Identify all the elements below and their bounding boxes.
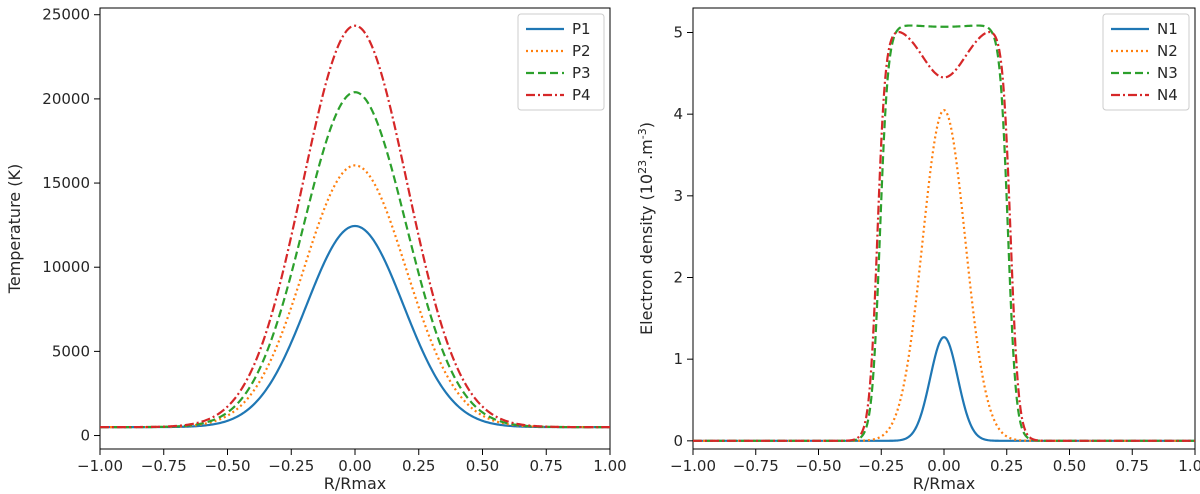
x-axis-label: R/Rmax xyxy=(324,474,386,493)
series-line-n3 xyxy=(693,24,1195,442)
y-tick-label: 15000 xyxy=(42,174,90,192)
x-tick-label: −0.50 xyxy=(205,457,251,475)
x-tick-label: −0.25 xyxy=(268,457,314,475)
legend-label-p4: P4 xyxy=(572,86,591,104)
x-tick-label: 0.75 xyxy=(1116,457,1149,475)
legend-box xyxy=(1102,13,1190,111)
x-tick-label: −0.25 xyxy=(858,457,904,475)
y-tick-label: 5 xyxy=(673,24,683,42)
y-tick-label: 25000 xyxy=(42,6,90,24)
series-line-p3 xyxy=(100,91,610,429)
legend-label-n2: N2 xyxy=(1157,42,1178,60)
legend-label-p1: P1 xyxy=(572,20,591,38)
y-tick-label: 10000 xyxy=(42,258,90,276)
series-line-p1 xyxy=(100,224,610,429)
series-line-p4 xyxy=(100,24,610,429)
x-tick-label: −0.50 xyxy=(796,457,842,475)
x-tick-label: −1.00 xyxy=(77,457,123,475)
x-tick-label: −0.75 xyxy=(733,457,779,475)
x-tick-label: 0.75 xyxy=(530,457,563,475)
y-tick-label: 2 xyxy=(673,269,683,287)
series-line-n2 xyxy=(693,108,1195,442)
x-tick-label: 0.00 xyxy=(927,457,960,475)
x-tick-label: 1.00 xyxy=(593,457,626,475)
x-axis-label: R/Rmax xyxy=(913,474,975,493)
legend-label-p3: P3 xyxy=(572,64,591,82)
y-tick-label: 0 xyxy=(80,427,90,445)
x-tick-label: 0.25 xyxy=(402,457,435,475)
legend-label-p2: P2 xyxy=(572,42,591,60)
y-axis-label: Temperature (K) xyxy=(5,164,24,294)
legend-label-n1: N1 xyxy=(1157,20,1178,38)
x-tick-label: 0.50 xyxy=(466,457,499,475)
legend-label-n3: N3 xyxy=(1157,64,1178,82)
x-tick-label: −0.75 xyxy=(141,457,187,475)
x-tick-label: 1.00 xyxy=(1178,457,1200,475)
y-tick-label: 3 xyxy=(673,187,683,205)
series-line-n1 xyxy=(693,336,1195,442)
legend: N1 N2 N3 N4 xyxy=(1102,13,1190,111)
temperature-chart: −1.00 −0.75 −0.50 −0.25 0.00 0.25 0.50 0.75 1.00… xyxy=(5,6,627,493)
y-tick-label: 20000 xyxy=(42,90,90,108)
x-tick-label: 0.00 xyxy=(338,457,371,475)
x-tick-label: 0.25 xyxy=(990,457,1023,475)
x-tick-label: 0.50 xyxy=(1053,457,1086,475)
y-tick-label: 4 xyxy=(673,105,683,123)
x-tick-label: −1.00 xyxy=(670,457,716,475)
y-tick-label: 0 xyxy=(673,432,683,450)
legend-box xyxy=(517,13,605,111)
legend: P1 P2 P3 P4 xyxy=(517,13,605,111)
series-line-p2 xyxy=(100,164,610,429)
legend-label-n4: N4 xyxy=(1157,86,1178,104)
y-tick-label: 5000 xyxy=(52,342,90,360)
y-axis-label: Electron density (1023.m-3) xyxy=(636,122,656,335)
y-tick-label: 1 xyxy=(673,350,683,368)
electron-density-chart: −1.00 −0.75 −0.50 −0.25 0.00 0.25 0.50 0.75 1.0 0… xyxy=(636,7,1200,493)
